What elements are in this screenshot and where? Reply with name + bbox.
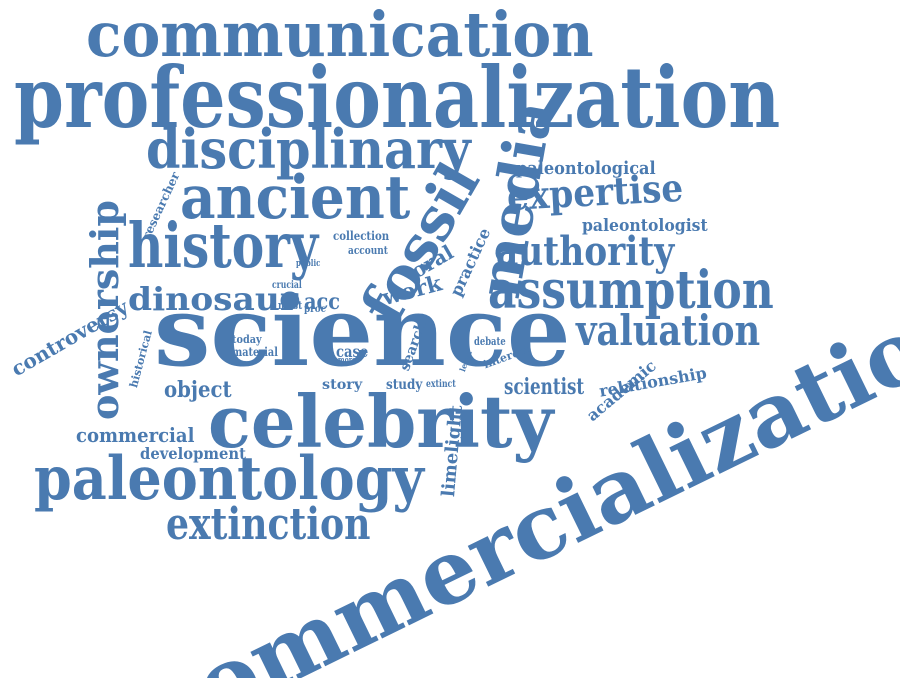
word-acc: acc (304, 289, 341, 315)
word-limelight: limelight (438, 404, 467, 498)
word-assumption: assumption (488, 260, 774, 321)
word-communication: communication (86, 0, 594, 71)
word-disciplinary: disciplinary (146, 117, 471, 181)
word-commercial: commercial (76, 423, 195, 447)
word-crucial: crucial (272, 280, 302, 291)
word-extinction: extinction (166, 499, 371, 550)
word-paleontology: paleontology (34, 444, 424, 514)
word-story: story (322, 377, 363, 393)
word-ancient: ancient (180, 163, 411, 233)
word-account: account (348, 244, 388, 257)
word-paleontologist: paleontologist (582, 216, 708, 236)
word-paleontological: paleontological (516, 158, 656, 179)
word-today: today (232, 333, 262, 346)
word-science: science (154, 275, 571, 388)
word-collection: collection (333, 229, 390, 243)
word-history: history (128, 209, 319, 282)
word-object: object (164, 377, 232, 403)
word-case: case (336, 342, 369, 361)
word-expertise: expertise (505, 164, 685, 219)
word-valuation: valuation (576, 306, 761, 355)
word-authority: authority (496, 228, 675, 275)
word-material: material (232, 345, 278, 359)
word-historical: historical (127, 328, 155, 390)
word-scientist: scientist (504, 374, 585, 400)
word-dinosaur: dinosaur (128, 280, 299, 318)
word-most: most (278, 299, 303, 312)
word-public: public (296, 259, 321, 269)
word-proc: proc (304, 304, 327, 315)
word-debate: debate (474, 335, 506, 348)
word-study: study (386, 377, 423, 393)
word-celebrity: celebrity (208, 379, 554, 464)
word-development: development (140, 444, 246, 463)
word-professionalization: professionalization (14, 48, 781, 147)
word-more: more (338, 356, 356, 366)
word-extinct: extinct (426, 379, 456, 390)
